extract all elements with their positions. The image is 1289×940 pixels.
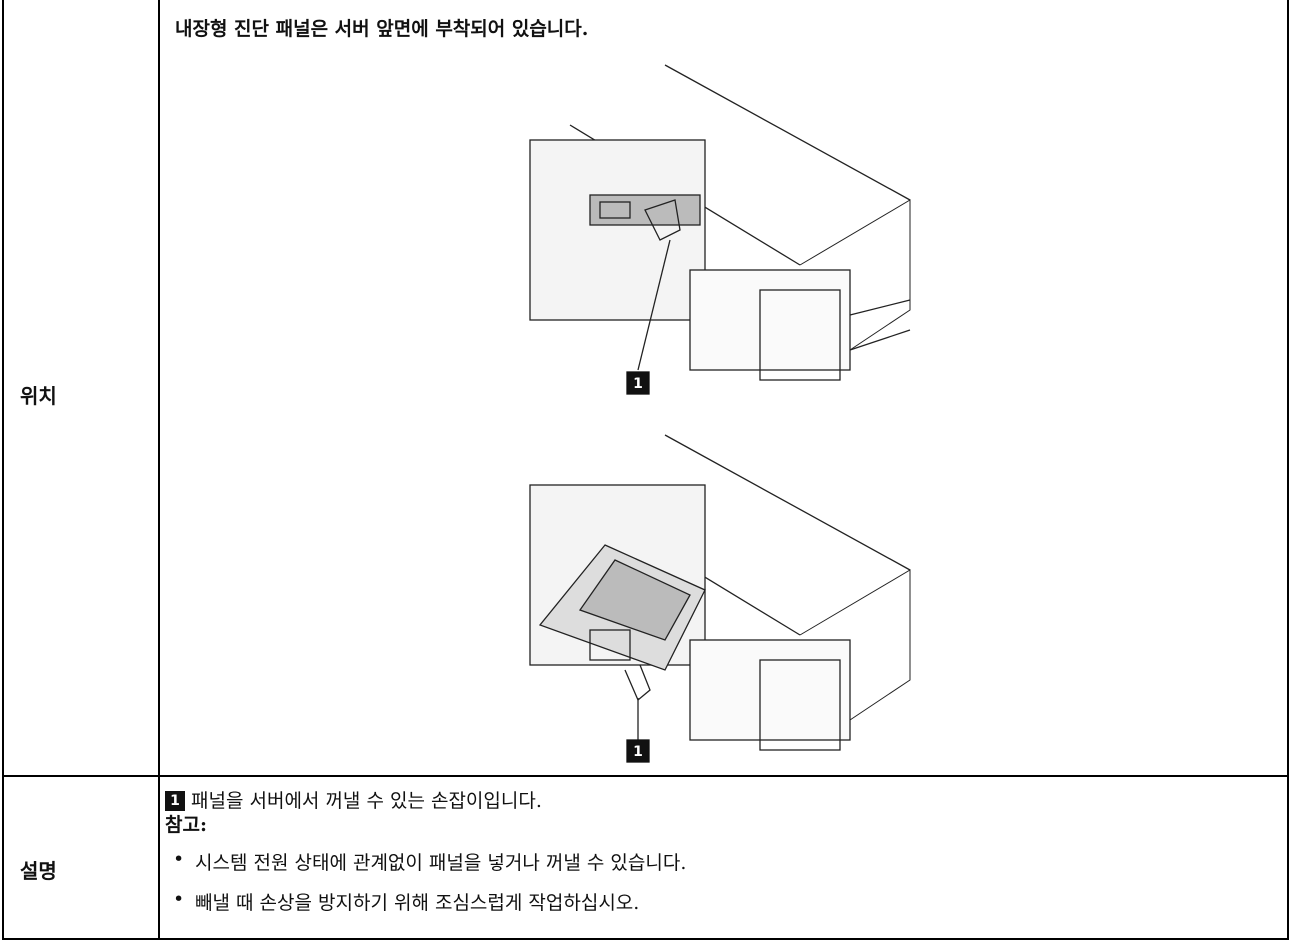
server-figure-bottom: 1 [529,434,911,763]
row-label: 위치 [20,384,57,408]
callout: 1 [633,744,643,760]
description: 패널을 서버에서 꺼낼 수 있는 손잡이입니다. [191,790,542,812]
row-text: 1 패널을 서버에서 꺼낼 수 있는 손잡이입니다. [165,786,542,813]
note-label: 참고: [165,814,207,836]
callout: 1 [633,376,643,392]
row-divider [2,775,1287,777]
note-item: 빼낼 때 손상을 방지하기 위해 조심스럽게 작업하십시오. [173,888,639,915]
row-text: 내장형 진단 패널은 서버 앞면에 부착되어 있습니다. [175,18,589,40]
column-divider [158,0,160,940]
note-item: 시스템 전원 상태에 관계없이 패널을 넣거나 꺼낼 수 있습니다. [173,848,686,875]
callout: 1 [165,791,185,811]
illustration: 1 1 [529,64,911,763]
server-figure-top: 1 [529,64,911,395]
row-label: 설명 [20,859,57,883]
